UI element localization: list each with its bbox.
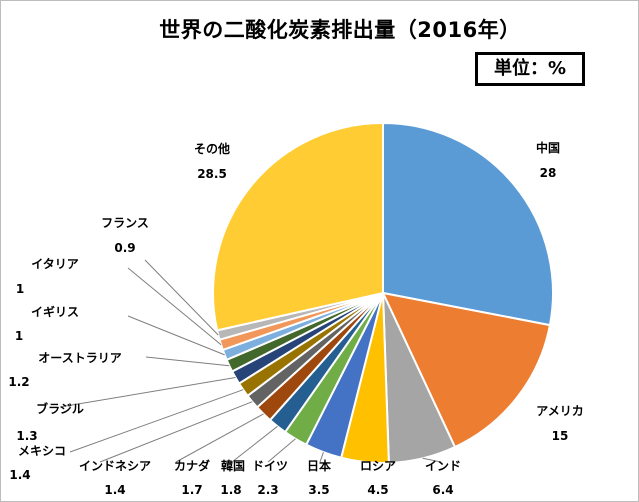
slice-value: 1.8: [220, 483, 241, 497]
slice-label: インドネシア: [79, 459, 151, 473]
slice-label: アメリカ: [536, 404, 583, 418]
leader-line: [99, 401, 253, 463]
leader-line: [231, 425, 278, 463]
slice-label: ロシア: [360, 459, 396, 473]
slice-label: 韓国: [221, 458, 245, 473]
slice-value: 1: [16, 282, 24, 296]
slice-value: 1.7: [181, 483, 202, 497]
slice-value: 15: [552, 429, 569, 443]
pie-slice: [381, 291, 552, 449]
slice-label: 中国: [536, 140, 560, 155]
leader-line: [69, 389, 244, 453]
slice-value: 1.3: [16, 429, 37, 443]
slice-value: 2.3: [257, 483, 278, 497]
leader-line: [422, 457, 442, 463]
slice-label: イタリア: [31, 257, 79, 271]
slice-label: メキシコ: [18, 444, 66, 458]
chart-title: 世界の二酸化炭素排出量（2016年）: [159, 18, 521, 42]
leader-line: [319, 452, 324, 463]
slice-label: ドイツ: [252, 459, 288, 473]
slice-value: 6.4: [432, 483, 453, 497]
leader-line: [59, 377, 236, 408]
unit-label: 単位：%: [475, 52, 585, 86]
slice-label: オーストラリア: [38, 351, 121, 365]
leader-line: [267, 438, 296, 463]
leader-line: [175, 413, 264, 463]
slice-value: 1.4: [104, 483, 125, 497]
slice-value: 28.5: [197, 167, 227, 181]
leader-line: [127, 315, 225, 356]
slice-label: その他: [194, 141, 230, 156]
slice-value: 1: [15, 329, 23, 343]
leader-line: [127, 267, 222, 346]
leader-line: [145, 356, 230, 367]
slice-value: 4.5: [367, 483, 388, 497]
slice-label: カナダ: [174, 458, 210, 473]
slice-label: インド: [425, 459, 461, 473]
pie-slice: [212, 121, 384, 332]
slice-value: 28: [540, 166, 557, 180]
slice-label: 日本: [307, 458, 331, 473]
slice-label: イギリス: [31, 304, 79, 319]
slice-value: 3.5: [308, 483, 329, 497]
slice-value: 1.2: [8, 375, 29, 389]
slice-value: 1.4: [9, 468, 30, 482]
slice-label: ブラジル: [36, 401, 84, 416]
leader-line: [144, 259, 219, 336]
slice-label: フランス: [101, 216, 149, 230]
pie-slice: [382, 121, 554, 327]
slice-value: 0.9: [114, 241, 135, 255]
